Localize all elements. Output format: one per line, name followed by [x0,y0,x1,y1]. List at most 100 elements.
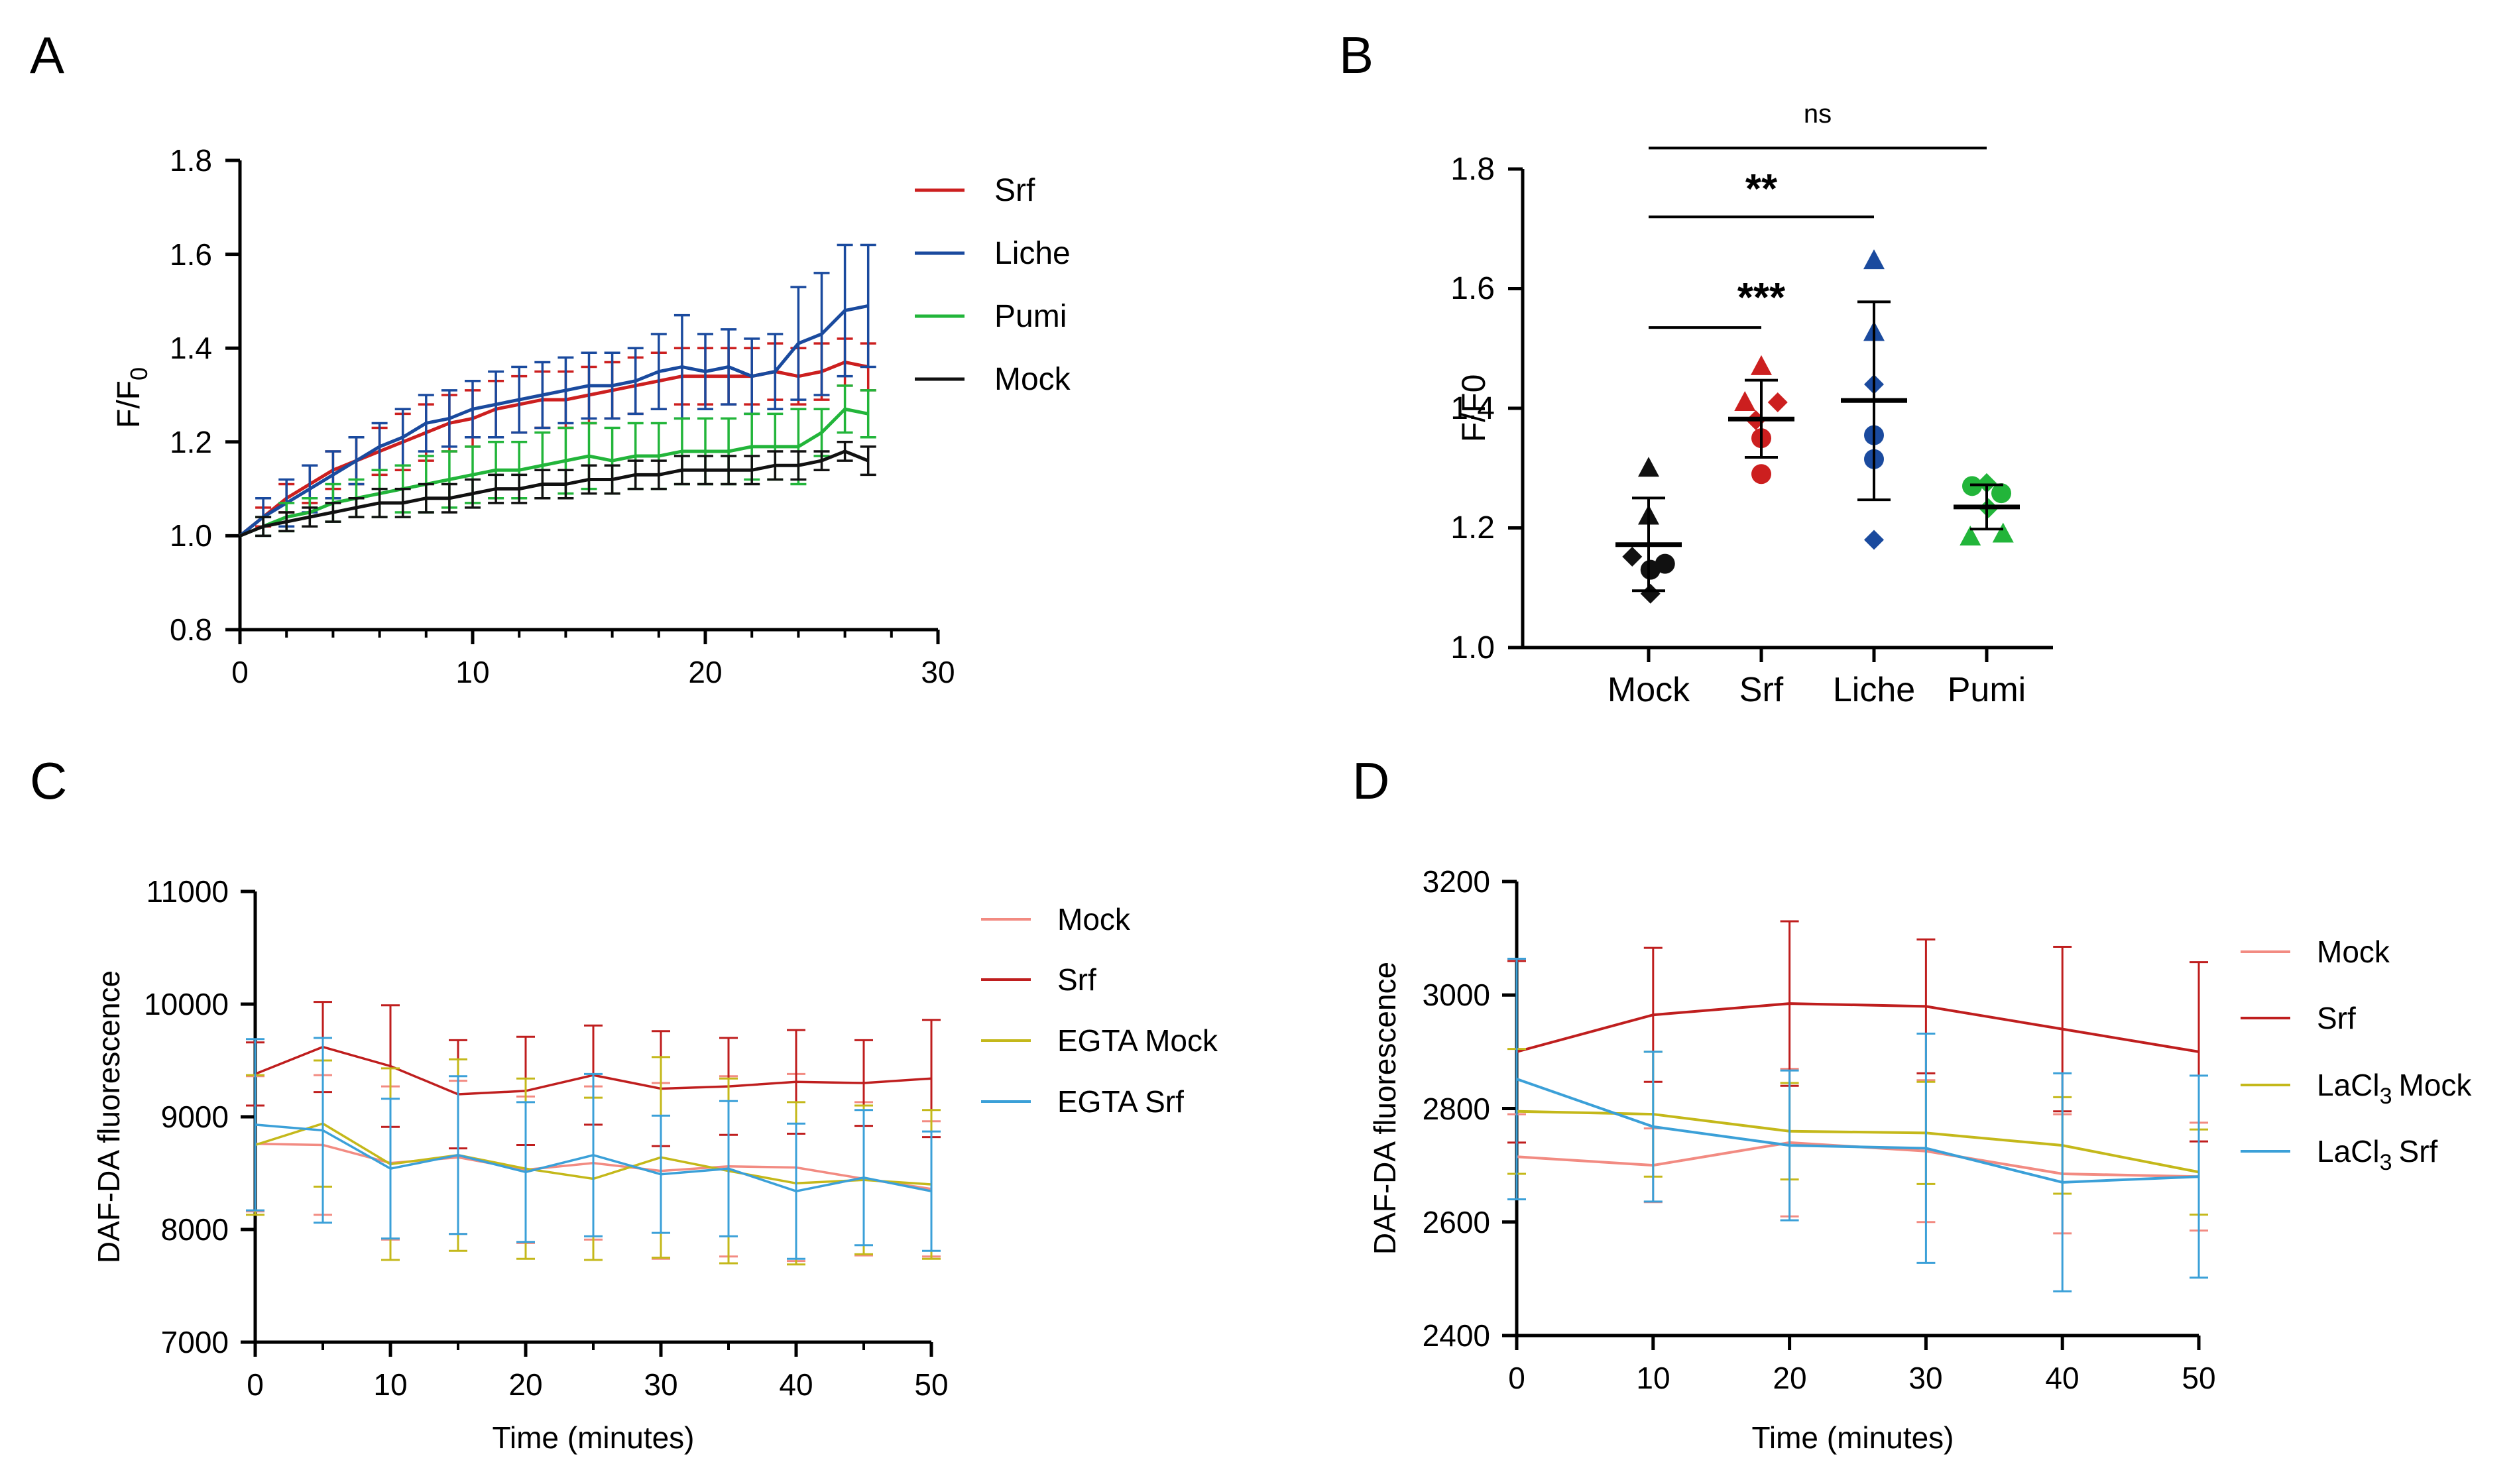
panel-d-xtick-label: 10 [1636,1361,1670,1395]
panel-b-significance: *** ** ns [1649,99,1987,329]
panel-c-legend: Mock Srf EGTA Mock EGTA Srf [981,902,1218,1119]
panel-b-ytick-label: 1.4 [1450,391,1495,426]
panel-a-xtick-label: 20 [688,655,722,689]
legend-label-mock: Mock [2317,935,2390,969]
panel-c-ytick-label: 10000 [144,987,229,1021]
legend-label-lacl3-mock: LaCl3 Mock [2317,1068,2472,1109]
panel-label-d: D [1352,752,1389,810]
series-srf [239,337,876,538]
panel-d-ytick-label: 2600 [1423,1205,1490,1239]
panel-d-ytick-label: 3000 [1423,978,1490,1012]
panel-c-tick-labels: 7000 8000 9000 10000 11000 0 10 20 30 40… [144,874,949,1402]
panel-a-ticks [225,158,940,644]
panel-b-ytick-label: 1.8 [1450,152,1495,187]
panel-d-xtick-label: 20 [1773,1361,1806,1395]
data-point-triangle [1863,249,1885,270]
significance-label-srf: *** [1737,275,1786,321]
panel-c-x-label: Time (minutes) [493,1420,695,1455]
data-point-triangle [1638,457,1659,477]
panel-d-ytick-label: 2400 [1423,1318,1490,1353]
panel-a-xtick-label: 30 [921,655,955,689]
legend-label-mock: Mock [1057,902,1131,937]
panel-a-ytick-label: 1.2 [170,425,212,459]
data-point-circle [1655,553,1675,574]
legend-label-srf: Srf [994,173,1035,208]
legend-lacl-text: LaCl [2317,1068,2380,1102]
panel-label-c: C [30,752,67,810]
panel-c-series [246,1001,941,1266]
panel-c-ytick-label: 7000 [161,1325,229,1359]
legend-label-pumi: Pumi [994,299,1067,334]
panel-d-series [1507,920,2208,1292]
panel-c-xtick-label: 0 [247,1367,264,1402]
panel-c-xtick-label: 40 [779,1367,813,1402]
data-point-triangle [1751,355,1772,375]
series-line-srf [239,360,869,538]
panel-b-chart: 1.0 1.2 1.4 1.6 1.8 Mock Srf Liche Pumi … [1450,99,2053,709]
panel-b-ytick-label: 1.2 [1450,510,1495,545]
legend-label-egta-mock: EGTA Mock [1057,1023,1218,1058]
panel-a-xtick-label: 10 [455,655,489,689]
panel-d-chart: 2400 2600 2800 3000 3200 0 10 20 30 40 5… [1368,864,2472,1455]
panel-b-ticks [1508,167,1989,662]
panel-b-category-label: Liche [1833,671,1915,709]
panel-c-xtick-label: 20 [508,1367,542,1402]
panel-b-ytick-label: 1.0 [1450,630,1495,665]
legend-lacl3-srf-suffix: Srf [2399,1134,2438,1169]
legend-lacl-sub: 3 [2380,1084,2392,1109]
series-lacl3-srf [1507,957,2208,1292]
panel-c-ytick-label: 11000 [146,874,229,909]
significance-label-liche: ** [1745,166,1778,212]
panel-d-ticks [1502,880,2201,1350]
series-line-lacl3-mock [1516,1110,2199,1174]
data-point-triangle [1734,390,1756,411]
panel-b-category-label: Pumi [1948,671,2026,709]
panel-a-tick-labels: 0.8 1.0 1.2 1.4 1.6 1.8 0 10 20 30 [170,143,955,689]
legend-label-egta-srf: EGTA Srf [1057,1084,1184,1119]
panel-b-groups [1615,249,2020,604]
panel-b-ytick-label: 1.6 [1450,271,1495,306]
series-srf [1507,920,2208,1144]
panel-b-y-label: F/F0 [1455,374,1492,443]
panel-a-ytick-label: 1.0 [170,518,212,553]
panel-a-ytick-label: 1.4 [170,331,212,365]
group-mock [1615,457,1682,604]
panel-a-y-label-sub: 0 [125,367,152,380]
legend-label-srf: Srf [2317,1001,2356,1035]
panel-d-legend: Mock Srf LaCl3 Mock LaCl3 Srf [2241,935,2472,1175]
panel-label-b: B [1339,26,1374,84]
legend-label-srf: Srf [1057,962,1096,997]
panel-a-xtick-label: 0 [231,655,249,689]
panel-a-y-label-main: F/F [111,380,146,428]
series-line-lacl3-srf [1516,1078,2199,1184]
series-egta-srf [246,1037,941,1260]
panel-c-ticks [241,889,933,1357]
series-liche [239,243,876,538]
panel-d-y-label: DAF-DA fluorescence [1368,962,1402,1255]
panel-b-tick-labels: 1.0 1.2 1.4 1.6 1.8 Mock Srf Liche Pumi [1450,152,2026,709]
data-point-diamond [1864,530,1884,550]
panel-a-axes [238,160,938,632]
panel-label-a: A [30,26,64,84]
series-line-srf [1516,1002,2199,1053]
group-pumi [1954,473,2020,546]
data-point-triangle [1960,526,1981,546]
panel-a-legend: Srf Liche Pumi Mock [915,173,1071,397]
panel-b-category-label: Mock [1608,671,1690,709]
panel-a-ytick-label: 1.8 [170,143,212,178]
panel-c-xtick-label: 30 [644,1367,677,1402]
series-line-pumi [239,407,869,538]
legend-lacl-sub: 3 [2380,1150,2392,1175]
group-srf [1728,355,1794,485]
panel-a-ytick-label: 0.8 [170,612,212,647]
panel-c-xtick-label: 10 [373,1367,407,1402]
panel-c-xtick-label: 50 [914,1367,948,1402]
series-mock [239,441,876,538]
panel-c-ytick-label: 8000 [161,1212,229,1247]
legend-label-mock: Mock [994,362,1071,397]
panel-c-chart: 7000 8000 9000 10000 11000 0 10 20 30 40… [91,874,1218,1455]
panel-d-xtick-label: 30 [1908,1361,1942,1395]
data-point-diamond [1977,473,1997,493]
panel-a-y-label: F/F0 [111,367,152,428]
